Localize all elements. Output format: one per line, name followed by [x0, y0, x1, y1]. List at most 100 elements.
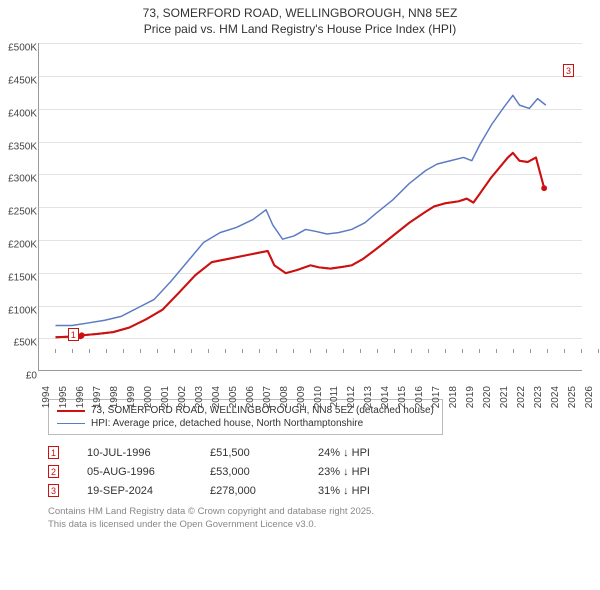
transaction-row: 2 05-AUG-1996 £53,000 23% ↓ HPI	[48, 462, 592, 481]
x-tick-mark	[326, 349, 327, 353]
marker-label-1: 1	[68, 328, 79, 341]
x-tick-label: 2025	[567, 386, 578, 408]
x-tick-mark	[496, 349, 497, 353]
y-tick-label: £200K	[5, 240, 37, 251]
y-tick-label: £0	[5, 371, 37, 382]
y-tick-label: £50K	[5, 338, 37, 349]
chart-lines	[39, 43, 582, 370]
legend-item: HPI: Average price, detached house, Nort…	[57, 417, 434, 430]
x-tick-mark	[530, 349, 531, 353]
x-tick-mark	[479, 349, 480, 353]
x-tick-label: 2022	[516, 386, 527, 408]
x-tick-mark	[360, 349, 361, 353]
x-tick-mark	[293, 349, 294, 353]
marker-dot	[541, 185, 547, 191]
y-tick-label: £450K	[5, 76, 37, 87]
x-tick-label: 2002	[177, 386, 188, 408]
transaction-price: £53,000	[210, 466, 290, 478]
legend-label: HPI: Average price, detached house, Nort…	[91, 418, 363, 429]
x-tick-mark	[174, 349, 175, 353]
series-line-price-paid-top	[55, 153, 544, 337]
x-tick-label: 1995	[58, 386, 69, 408]
x-tick-mark	[598, 349, 599, 353]
x-tick-mark	[462, 349, 463, 353]
x-axis-ticks: 1994199519961997199819992000200120022003…	[38, 371, 582, 397]
x-tick-mark	[191, 349, 192, 353]
x-tick-mark	[377, 349, 378, 353]
x-tick-mark	[547, 349, 548, 353]
x-tick-mark	[445, 349, 446, 353]
marker-dot	[79, 333, 85, 339]
x-tick-mark	[123, 349, 124, 353]
x-tick-mark	[428, 349, 429, 353]
x-tick-label: 2013	[363, 386, 374, 408]
footer-line-1: Contains HM Land Registry data © Crown c…	[48, 506, 592, 518]
x-tick-label: 1999	[126, 386, 137, 408]
footer-line-2: This data is licensed under the Open Gov…	[48, 519, 592, 531]
x-tick-label: 2009	[296, 386, 307, 408]
x-tick-mark	[242, 349, 243, 353]
x-tick-label: 2001	[160, 386, 171, 408]
transaction-price: £51,500	[210, 447, 290, 459]
x-tick-label: 1994	[41, 386, 52, 408]
x-tick-label: 2003	[194, 386, 205, 408]
y-tick-label: £500K	[5, 43, 37, 54]
x-tick-mark	[157, 349, 158, 353]
x-tick-label: 2000	[143, 386, 154, 408]
transaction-date: 19-SEP-2024	[87, 485, 182, 497]
chart-title: 73, SOMERFORD ROAD, WELLINGBOROUGH, NN8 …	[8, 6, 592, 37]
chart-container: { "title_line1": "73, SOMERFORD ROAD, WE…	[0, 0, 600, 590]
transaction-marker: 3	[48, 484, 59, 497]
x-tick-label: 2010	[313, 386, 324, 408]
x-tick-mark	[72, 349, 73, 353]
x-tick-mark	[208, 349, 209, 353]
marker-label-3: 3	[563, 64, 574, 77]
x-tick-label: 2006	[245, 386, 256, 408]
y-tick-label: £150K	[5, 272, 37, 283]
x-tick-label: 2023	[533, 386, 544, 408]
x-tick-label: 2020	[482, 386, 493, 408]
x-tick-label: 2015	[397, 386, 408, 408]
y-tick-label: £250K	[5, 207, 37, 218]
x-tick-label: 2024	[550, 386, 561, 408]
legend-swatch	[57, 410, 85, 412]
transaction-marker: 1	[48, 446, 59, 459]
y-tick-label: £350K	[5, 141, 37, 152]
x-tick-label: 2018	[448, 386, 459, 408]
series-line-hpi	[55, 96, 545, 326]
x-tick-mark	[564, 349, 565, 353]
x-tick-label: 1997	[92, 386, 103, 408]
x-tick-mark	[140, 349, 141, 353]
x-tick-mark	[411, 349, 412, 353]
x-tick-mark	[276, 349, 277, 353]
title-line-1: 73, SOMERFORD ROAD, WELLINGBOROUGH, NN8 …	[8, 6, 592, 22]
x-tick-label: 2016	[414, 386, 425, 408]
x-tick-label: 2008	[279, 386, 290, 408]
x-tick-label: 2012	[346, 386, 357, 408]
x-tick-mark	[106, 349, 107, 353]
series-line-price_paid	[55, 153, 544, 337]
x-tick-label: 2021	[499, 386, 510, 408]
x-tick-label: 2005	[228, 386, 239, 408]
x-tick-label: 2007	[262, 386, 273, 408]
transaction-pct: 31% ↓ HPI	[318, 485, 418, 497]
chart-area: £0£50K£100K£150K£200K£250K£300K£350K£400…	[38, 43, 582, 393]
x-tick-mark	[259, 349, 260, 353]
x-tick-label: 2014	[380, 386, 391, 408]
transaction-price: £278,000	[210, 485, 290, 497]
x-tick-mark	[310, 349, 311, 353]
legend-swatch	[57, 423, 85, 424]
x-tick-label: 2019	[465, 386, 476, 408]
transaction-date: 10-JUL-1996	[87, 447, 182, 459]
x-tick-label: 1998	[109, 386, 120, 408]
y-tick-label: £300K	[5, 174, 37, 185]
transaction-marker: 2	[48, 465, 59, 478]
transactions-table: 110-JUL-1996£51,50024% ↓ HPI205-AUG-1996…	[48, 443, 592, 500]
transaction-date: 05-AUG-1996	[87, 466, 182, 478]
y-tick-label: £400K	[5, 108, 37, 119]
transaction-pct: 23% ↓ HPI	[318, 466, 418, 478]
y-axis-ticks: £0£50K£100K£150K£200K£250K£300K£350K£400…	[5, 43, 37, 370]
x-tick-label: 2004	[211, 386, 222, 408]
x-tick-mark	[581, 349, 582, 353]
x-tick-mark	[343, 349, 344, 353]
